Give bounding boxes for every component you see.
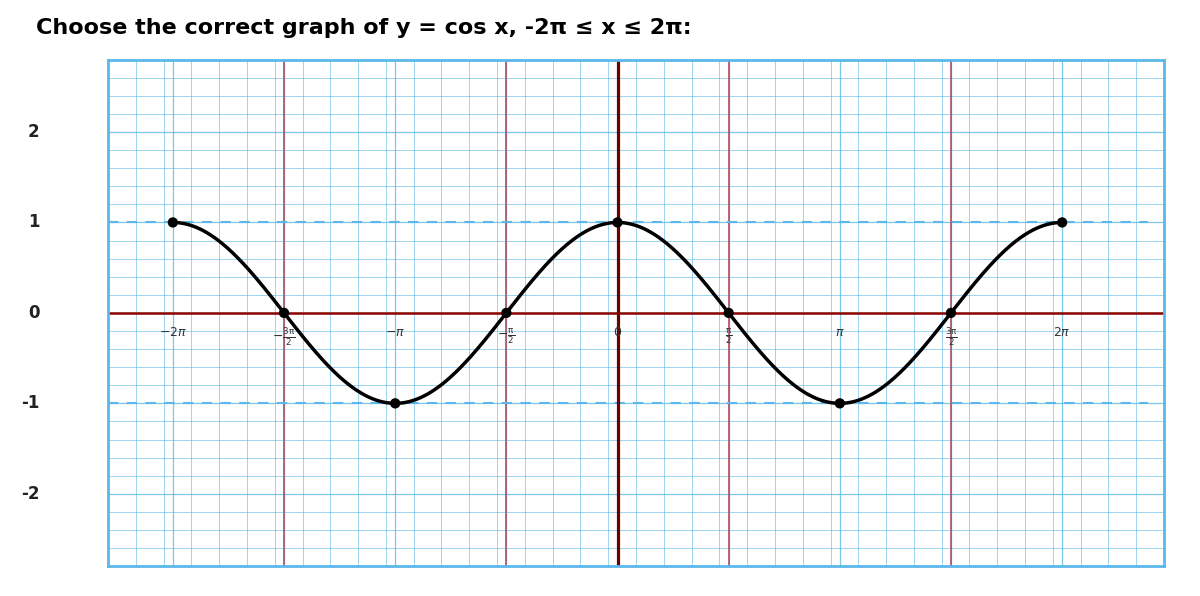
Text: $\mathregular{\frac{\pi}{2}}$: $\mathregular{\frac{\pi}{2}}$	[725, 327, 732, 346]
Point	[1052, 218, 1072, 227]
Point	[608, 218, 628, 227]
Text: $0$: $0$	[613, 327, 622, 340]
Text: -2: -2	[20, 485, 40, 503]
Text: $2\pi$: $2\pi$	[1054, 327, 1070, 340]
Text: $\mathregular{-\frac{\pi}{2}}$: $\mathregular{-\frac{\pi}{2}}$	[497, 327, 515, 346]
Text: $\mathregular{-\frac{3\pi}{2}}$: $\mathregular{-\frac{3\pi}{2}}$	[272, 327, 295, 349]
Point	[163, 218, 182, 227]
Point	[497, 308, 516, 318]
Point	[719, 308, 738, 318]
Text: $\mathregular{\frac{3\pi}{2}}$: $\mathregular{\frac{3\pi}{2}}$	[944, 327, 958, 349]
Point	[385, 399, 404, 408]
Text: 2: 2	[28, 123, 40, 141]
Text: 0: 0	[28, 304, 40, 322]
Text: Choose the correct graph of y = cos x, -2π ≤ x ≤ 2π:: Choose the correct graph of y = cos x, -…	[36, 18, 691, 38]
Text: $-2\pi$: $-2\pi$	[158, 327, 187, 340]
Point	[830, 399, 850, 408]
Text: $\pi$: $\pi$	[835, 327, 845, 340]
Text: -1: -1	[20, 395, 40, 412]
Point	[941, 308, 960, 318]
Text: 1: 1	[28, 213, 40, 231]
Point	[275, 308, 294, 318]
Text: $-\pi$: $-\pi$	[385, 327, 406, 340]
